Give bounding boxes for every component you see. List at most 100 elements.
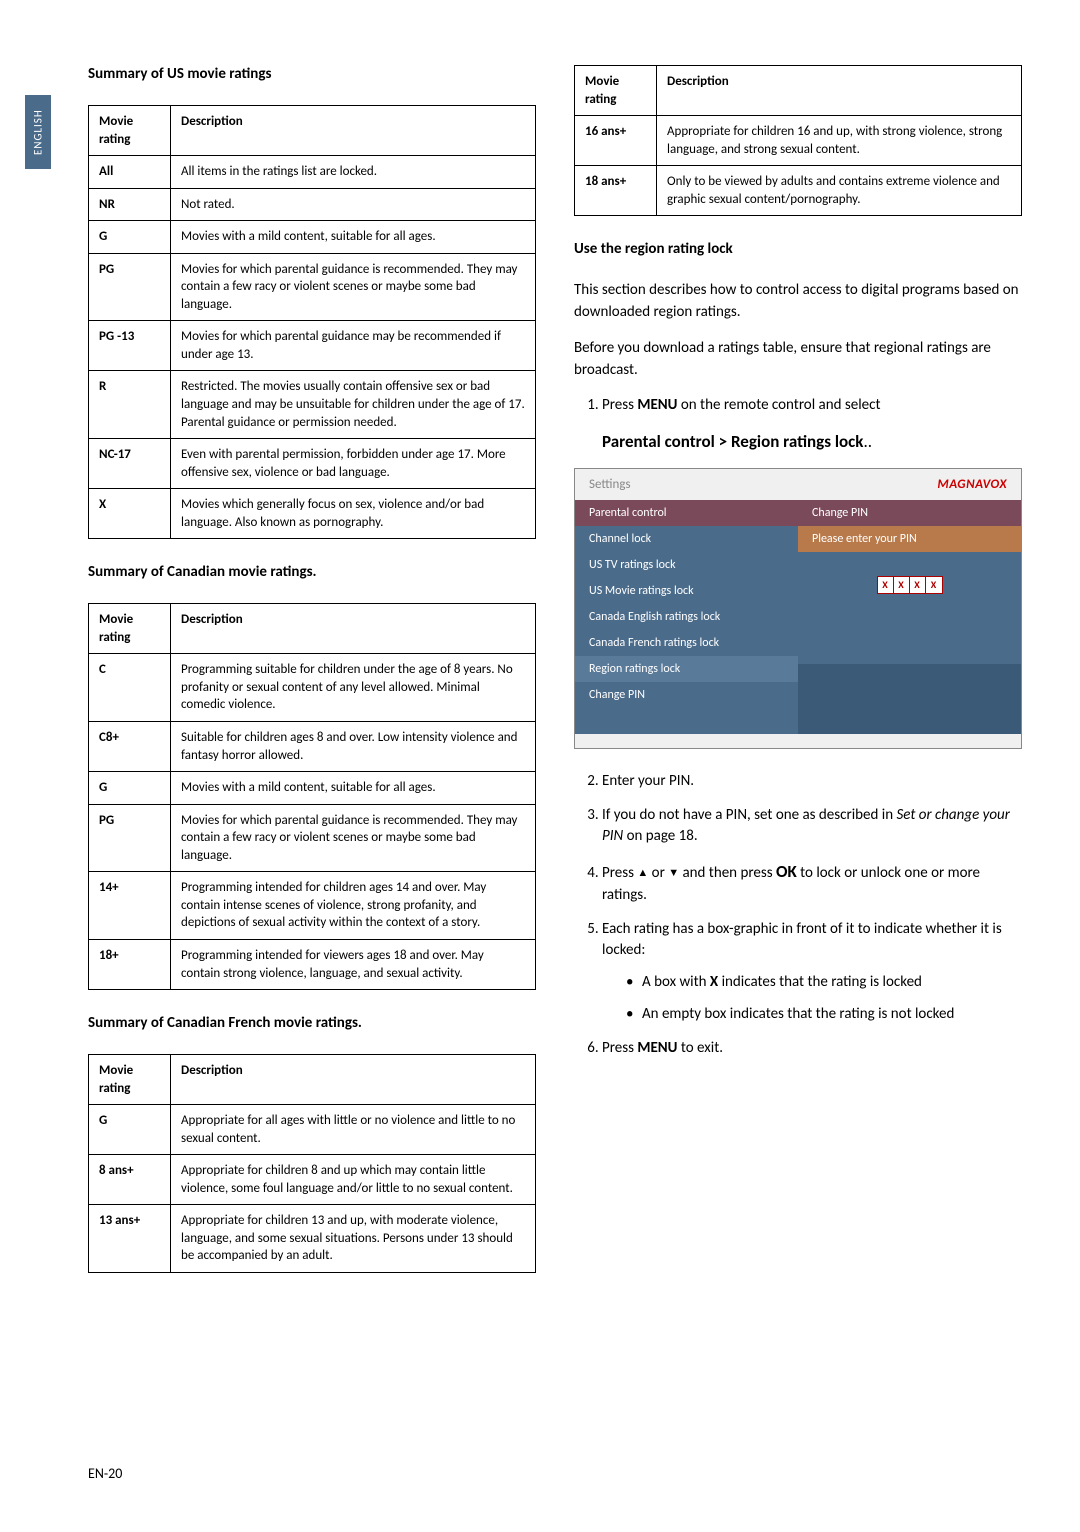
tv-ui-body: Parental controlChannel lockUS TV rating… xyxy=(575,500,1021,734)
region-lock-p2: Before you download a ratings table, ens… xyxy=(574,338,1022,382)
steps-list-1: Press MENU on the remote control and sel… xyxy=(574,395,1022,417)
description-cell: Movies with a mild content, suitable for… xyxy=(171,772,536,805)
table-header-row: Movie rating Description xyxy=(89,604,536,654)
rating-cell: R xyxy=(89,371,171,439)
table-row: 13 ans+Appropriate for children 13 and u… xyxy=(89,1205,536,1273)
col-rating: Movie rating xyxy=(89,1055,171,1105)
rating-cell: 13 ans+ xyxy=(89,1205,171,1273)
tv-ui-right-panel: Change PIN Please enter your PIN XXXX xyxy=(798,500,1021,734)
table-row: 16 ans+Appropriate for children 16 and u… xyxy=(575,116,1022,166)
step-5-bullets: A box with X indicates that the rating i… xyxy=(602,972,1022,1026)
description-cell: Movies which generally focus on sex, vio… xyxy=(171,489,536,539)
rating-cell: NC-17 xyxy=(89,439,171,489)
rating-cell: NR xyxy=(89,188,171,221)
rating-cell: C8+ xyxy=(89,722,171,772)
tv-right-heading: Change PIN xyxy=(798,500,1021,526)
bullet-unlocked: An empty box indicates that the rating i… xyxy=(626,1004,1022,1026)
col-rating: Movie rating xyxy=(89,604,171,654)
table-row: GMovies with a mild content, suitable fo… xyxy=(89,772,536,805)
description-cell: Programming suitable for children under … xyxy=(171,654,536,722)
table-row: PG -13Movies for which parental guidance… xyxy=(89,321,536,371)
table-row: AllAll items in the ratings list are loc… xyxy=(89,156,536,189)
rating-cell: PG xyxy=(89,253,171,321)
page-content: Summary of US movie ratings Movie rating… xyxy=(0,0,1080,1337)
table-row: PGMovies for which parental guidance is … xyxy=(89,253,536,321)
description-cell: Suitable for children ages 8 and over. L… xyxy=(171,722,536,772)
step-5: Each rating has a box-graphic in front o… xyxy=(602,919,1022,1026)
description-cell: Not rated. xyxy=(171,188,536,221)
description-cell: Only to be viewed by adults and contains… xyxy=(657,166,1022,216)
col-desc: Description xyxy=(171,1055,536,1105)
breadcrumb-path: Parental control > Region ratings lock.. xyxy=(574,431,1022,454)
rating-cell: C xyxy=(89,654,171,722)
up-arrow-icon: ▲ xyxy=(637,865,648,881)
rating-cell: 8 ans+ xyxy=(89,1155,171,1205)
description-cell: Appropriate for children 13 and up, with… xyxy=(171,1205,536,1273)
region-lock-p1: This section describes how to control ac… xyxy=(574,280,1022,324)
ca-ratings-table: Movie rating Description CProgramming su… xyxy=(88,603,536,990)
table-header-row: Movie rating Description xyxy=(575,66,1022,116)
ca-fr-ratings-title: Summary of Canadian French movie ratings… xyxy=(88,1014,536,1032)
description-cell: Programming intended for viewers ages 18… xyxy=(171,939,536,989)
table-row: 14+Programming intended for children age… xyxy=(89,872,536,940)
table-row: NC-17Even with parental permission, forb… xyxy=(89,439,536,489)
table-header-row: Movie rating Description xyxy=(89,1055,536,1105)
pin-box: X xyxy=(878,577,894,593)
down-arrow-icon: ▼ xyxy=(668,865,679,881)
description-cell: Movies for which parental guidance may b… xyxy=(171,321,536,371)
pin-box: X xyxy=(894,577,910,593)
description-cell: Restricted. The movies usually contain o… xyxy=(171,371,536,439)
step-2: Enter your PIN. xyxy=(602,771,1022,793)
step-4: Press ▲ or ▼ and then press OK to lock o… xyxy=(602,860,1022,907)
rating-cell: G xyxy=(89,1105,171,1155)
rating-cell: PG -13 xyxy=(89,321,171,371)
table-row: CProgramming suitable for children under… xyxy=(89,654,536,722)
us-ratings-table: Movie rating Description AllAll items in… xyxy=(88,105,536,539)
tv-brand-logo: MAGNAVOX xyxy=(937,477,1007,492)
description-cell: Appropriate for all ages with little or … xyxy=(171,1105,536,1155)
rating-cell: 18+ xyxy=(89,939,171,989)
rating-cell: G xyxy=(89,772,171,805)
description-cell: Movies for which parental guidance is re… xyxy=(171,253,536,321)
language-tab: ENGLISH xyxy=(25,95,51,169)
col-rating: Movie rating xyxy=(89,106,171,156)
table-row: GMovies with a mild content, suitable fo… xyxy=(89,221,536,254)
pin-box: X xyxy=(910,577,926,593)
description-cell: Even with parental permission, forbidden… xyxy=(171,439,536,489)
table-header-row: Movie rating Description xyxy=(89,106,536,156)
tv-ui-header: Settings MAGNAVOX xyxy=(575,469,1021,500)
rating-cell: 14+ xyxy=(89,872,171,940)
table-row: NRNot rated. xyxy=(89,188,536,221)
steps-list-2: Enter your PIN. If you do not have a PIN… xyxy=(574,771,1022,1060)
table-row: C8+Suitable for children ages 8 and over… xyxy=(89,722,536,772)
description-cell: All items in the ratings list are locked… xyxy=(171,156,536,189)
bullet-locked: A box with X indicates that the rating i… xyxy=(626,972,1022,994)
col-rating: Movie rating xyxy=(575,66,657,116)
rating-cell: X xyxy=(89,489,171,539)
table-row: 18 ans+Only to be viewed by adults and c… xyxy=(575,166,1022,216)
tv-ui-left-menu: Parental controlChannel lockUS TV rating… xyxy=(575,500,798,734)
description-cell: Movies with a mild content, suitable for… xyxy=(171,221,536,254)
tv-menu-item: Parental control xyxy=(575,500,798,526)
table-row: PGMovies for which parental guidance is … xyxy=(89,804,536,872)
tv-menu-item: US TV ratings lock xyxy=(575,552,798,578)
tv-menu-item: Canada French ratings lock xyxy=(575,630,798,656)
table-row: 18+Programming intended for viewers ages… xyxy=(89,939,536,989)
page-number: EN-20 xyxy=(88,1465,122,1482)
left-column: Summary of US movie ratings Movie rating… xyxy=(88,65,536,1297)
description-cell: Appropriate for children 16 and up, with… xyxy=(657,116,1022,166)
region-lock-title: Use the region rating lock xyxy=(574,240,1022,258)
tv-settings-label: Settings xyxy=(589,477,631,492)
tv-right-prompt: Please enter your PIN xyxy=(798,526,1021,552)
tv-settings-screenshot: Settings MAGNAVOX Parental controlChanne… xyxy=(574,468,1022,749)
tv-menu-item: US Movie ratings lock xyxy=(575,578,798,604)
tv-menu-item: Region ratings lock xyxy=(575,656,798,682)
tv-menu-item: Canada English ratings lock xyxy=(575,604,798,630)
pin-entry-boxes: XXXX xyxy=(877,576,943,594)
table-row: RRestricted. The movies usually contain … xyxy=(89,371,536,439)
tv-menu-item: Channel lock xyxy=(575,526,798,552)
description-cell: Programming intended for children ages 1… xyxy=(171,872,536,940)
rating-cell: 16 ans+ xyxy=(575,116,657,166)
table-row: GAppropriate for all ages with little or… xyxy=(89,1105,536,1155)
col-desc: Description xyxy=(171,604,536,654)
